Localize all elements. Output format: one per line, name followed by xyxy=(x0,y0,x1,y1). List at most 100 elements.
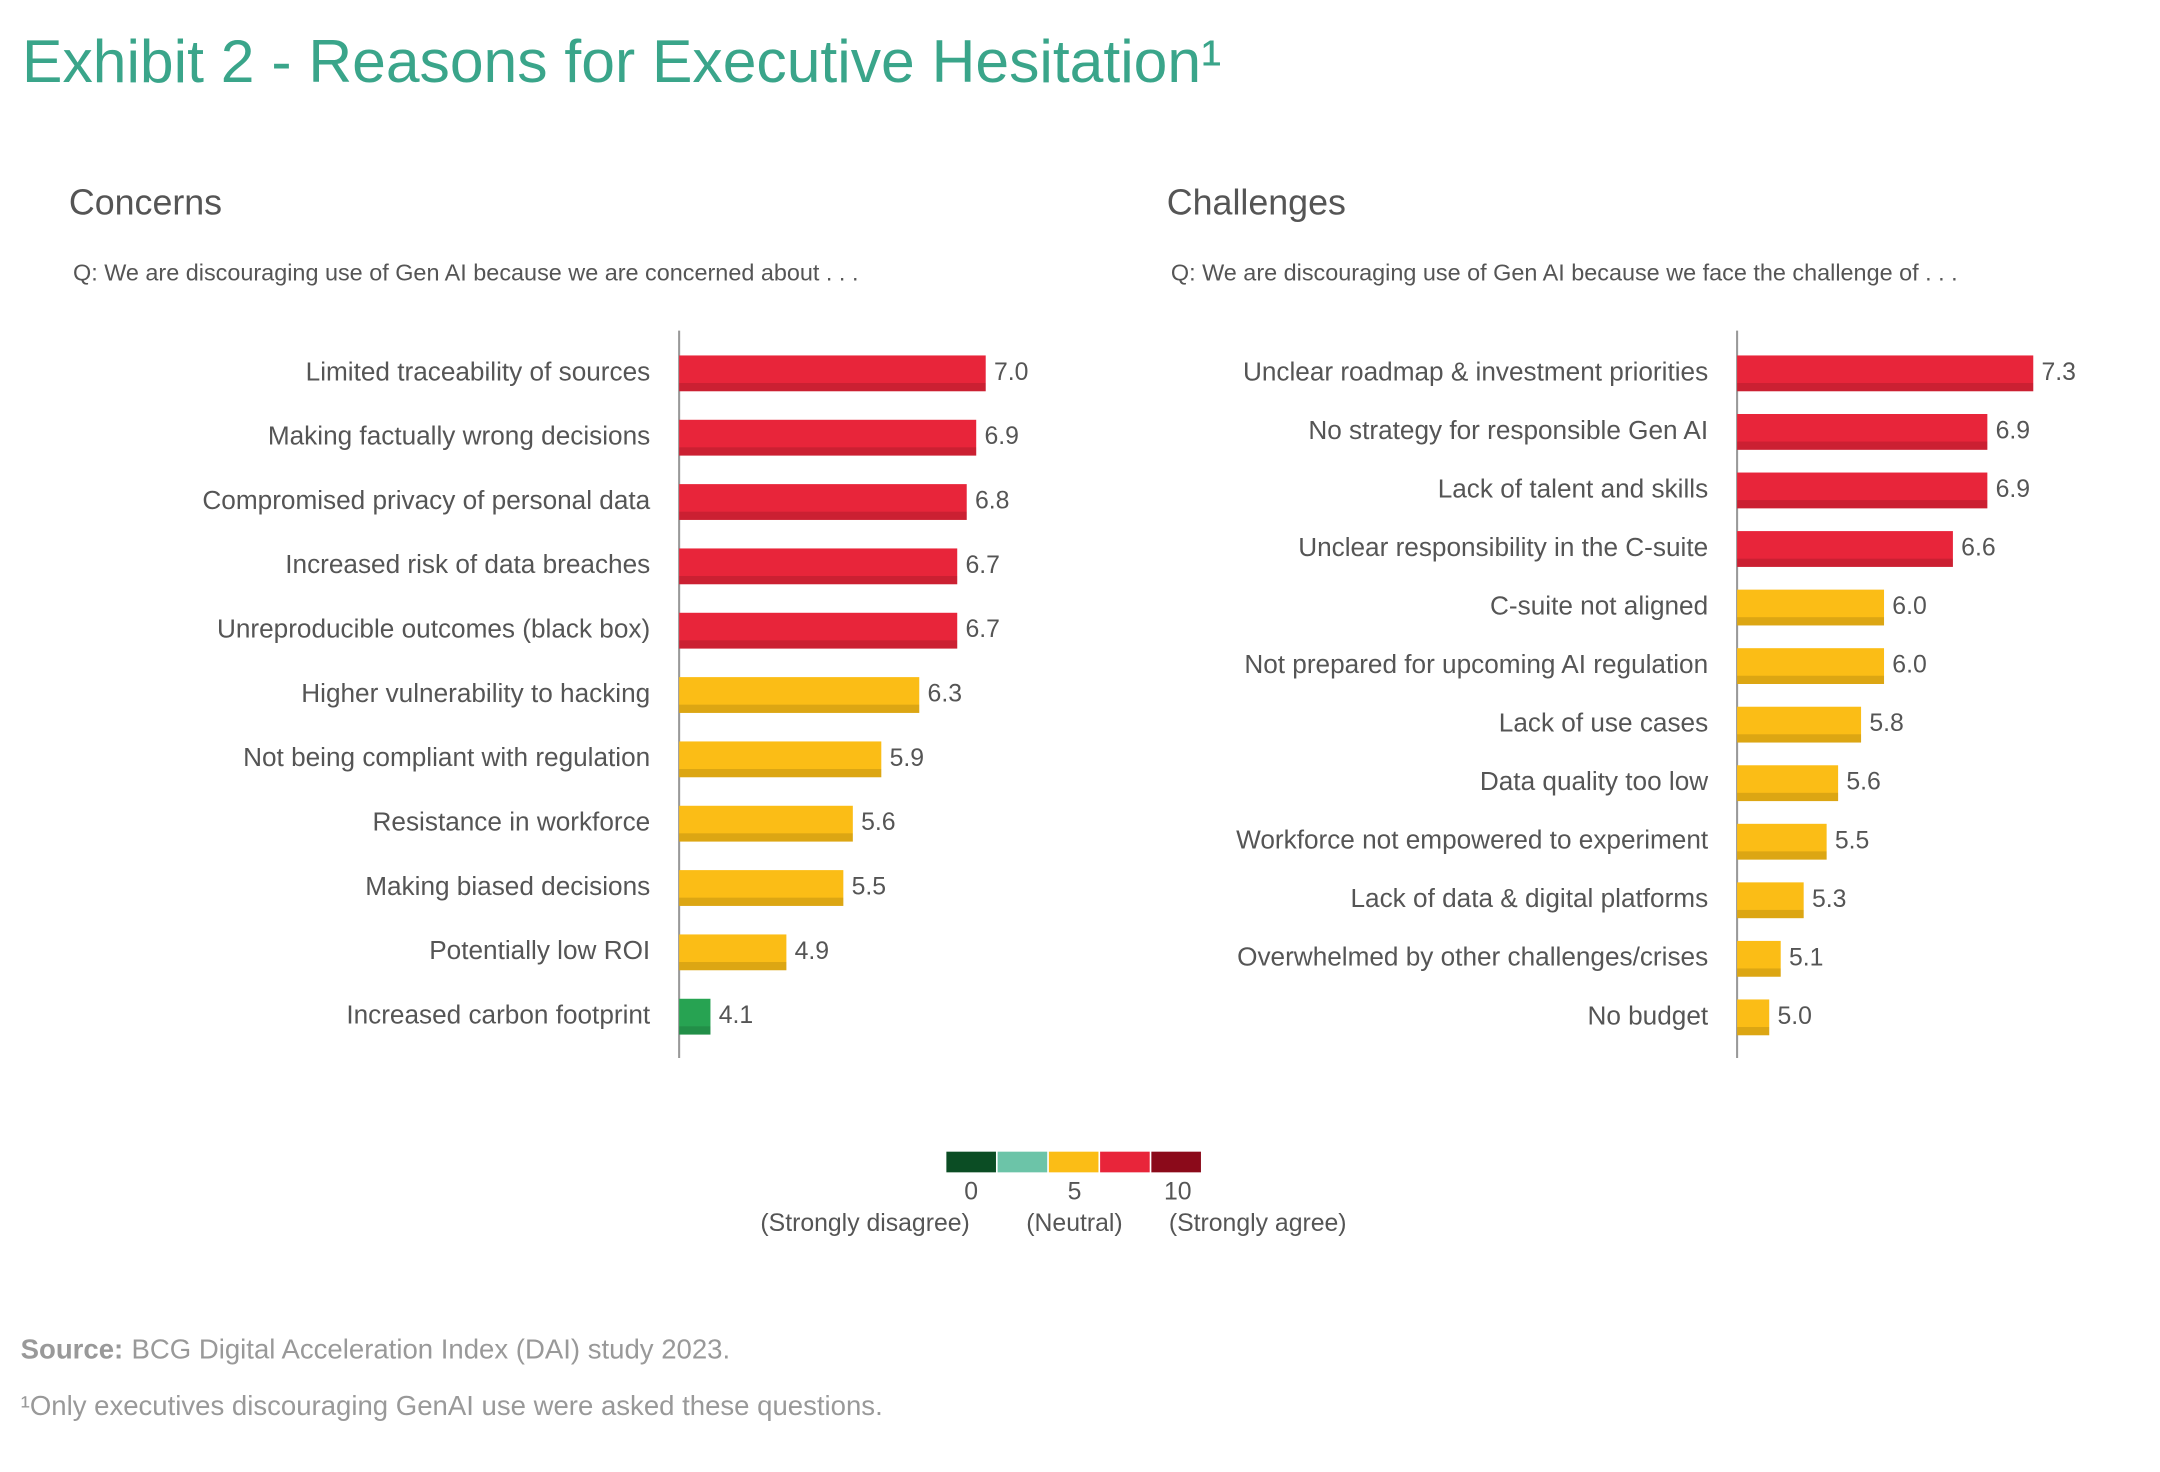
value-label: 6.3 xyxy=(928,681,962,708)
bar-shade xyxy=(679,768,882,778)
bar xyxy=(679,484,967,520)
value-label: 5.3 xyxy=(1812,886,1846,913)
bar-shade xyxy=(1737,792,1839,802)
footnote: ¹Only executives discouraging GenAI use … xyxy=(21,1390,883,1421)
bar-shade xyxy=(679,640,958,649)
bar-shade xyxy=(1737,558,1953,567)
bar-shade xyxy=(679,511,967,520)
bar xyxy=(1737,999,1770,1036)
bar xyxy=(679,548,958,585)
category-label: Lack of use cases xyxy=(1499,708,1708,738)
value-label: 5.6 xyxy=(1846,769,1880,796)
legend: 0 (Strongly disagree) 5 (Neutral) 10 (Strongl… xyxy=(760,1151,1347,1237)
category-label: Increased carbon footprint xyxy=(346,1000,651,1030)
value-label: 4.9 xyxy=(795,938,829,965)
category-label: Resistance in workforce xyxy=(373,807,651,837)
value-label: 6.8 xyxy=(975,488,1009,515)
legend-tick-label: 5 xyxy=(1068,1179,1082,1206)
bar-shade xyxy=(1737,500,1988,509)
page-title: Exhibit 2 - Reasons for Executive Hesita… xyxy=(22,27,1221,95)
value-label: 6.9 xyxy=(984,423,1018,450)
category-label: Making biased decisions xyxy=(365,871,650,901)
legend-tick-label: 10 xyxy=(1164,1179,1192,1206)
bar-shade xyxy=(679,961,787,971)
legend-caption: (Neutral) xyxy=(1026,1210,1122,1237)
bar-shade xyxy=(679,575,958,585)
legend-swatch xyxy=(997,1151,1048,1173)
bar xyxy=(1737,472,1988,509)
bar xyxy=(679,612,958,649)
value-label: 5.8 xyxy=(1869,710,1903,737)
bar-shade xyxy=(679,383,986,392)
category-label: Compromised privacy of personal data xyxy=(202,485,650,515)
bar-shade xyxy=(679,447,977,456)
bar xyxy=(1737,355,2034,392)
legend-swatch xyxy=(946,1151,996,1173)
bar xyxy=(1737,882,1804,919)
bar xyxy=(1737,706,1862,743)
category-label: Not being compliant with regulation xyxy=(243,742,650,772)
category-label: Higher vulnerability to hacking xyxy=(301,678,650,708)
category-label: Unclear roadmap & investment priorities xyxy=(1243,356,1708,386)
value-label: 5.5 xyxy=(852,874,886,901)
bar xyxy=(1737,765,1839,802)
value-label: 6.0 xyxy=(1892,593,1926,620)
bar-shade xyxy=(1737,1027,1770,1036)
bar xyxy=(679,419,977,456)
category-label: C-suite not aligned xyxy=(1490,590,1708,620)
bar-shade xyxy=(1737,617,1885,626)
legend-swatch xyxy=(1048,1151,1099,1173)
bar-shade xyxy=(1737,675,1885,684)
category-label: Increased risk of data breaches xyxy=(285,549,650,579)
bar xyxy=(1737,823,1827,860)
value-label: 7.0 xyxy=(994,359,1028,386)
bar-shade xyxy=(679,833,853,842)
category-label: Unreproducible outcomes (black box) xyxy=(217,614,650,644)
value-label: 6.7 xyxy=(965,552,999,579)
bar xyxy=(679,870,844,906)
value-label: 5.0 xyxy=(1778,1003,1812,1030)
legend-tick-label: 0 xyxy=(964,1179,978,1206)
bar xyxy=(1737,531,1953,567)
bar-shade xyxy=(1737,909,1804,919)
chart-subtitle: Q: We are discouraging use of Gen AI bec… xyxy=(73,259,858,285)
category-label: Potentially low ROI xyxy=(429,935,650,965)
value-label: 5.5 xyxy=(1835,827,1869,854)
category-label: Limited traceability of sources xyxy=(306,356,651,386)
value-label: 5.1 xyxy=(1789,944,1823,971)
bar xyxy=(679,998,711,1035)
bar-shade xyxy=(679,897,844,906)
bar xyxy=(1737,940,1781,977)
bar-shade xyxy=(679,704,920,713)
value-label: 6.7 xyxy=(965,616,999,643)
category-label: Not prepared for upcoming AI regulation xyxy=(1244,649,1708,679)
bar xyxy=(1737,648,1885,684)
bar xyxy=(679,677,920,713)
value-label: 5.9 xyxy=(890,745,924,772)
chart-title: Challenges xyxy=(1167,183,1346,223)
bar xyxy=(679,934,787,971)
bar xyxy=(1737,413,1988,450)
bar xyxy=(679,805,853,842)
value-label: 6.9 xyxy=(1996,476,2030,503)
source: Source: BCG Digital Acceleration Index (D… xyxy=(21,1334,730,1365)
chart-subtitle: Q: We are discouraging use of Gen AI bec… xyxy=(1171,259,1958,285)
bar-shade xyxy=(1737,968,1781,977)
bar-shade xyxy=(1737,851,1827,860)
legend-caption: (Strongly disagree) xyxy=(760,1210,969,1237)
category-label: No strategy for responsible Gen AI xyxy=(1308,415,1708,445)
source-text: BCG Digital Acceleration Index (DAI) stu… xyxy=(131,1334,730,1365)
bar-shade xyxy=(1737,734,1862,743)
category-label: Lack of data & digital platforms xyxy=(1351,883,1709,913)
chart-title: Concerns xyxy=(69,183,222,223)
category-label: Workforce not empowered to experiment xyxy=(1236,825,1709,855)
bar xyxy=(1737,589,1885,626)
category-label: Overwhelmed by other challenges/crises xyxy=(1237,942,1708,972)
category-label: Making factually wrong decisions xyxy=(268,421,650,451)
value-label: 7.3 xyxy=(2042,359,2076,386)
value-label: 6.9 xyxy=(1996,417,2030,444)
bar-shade xyxy=(679,1026,711,1035)
value-label: 6.6 xyxy=(1961,535,1995,562)
category-label: Lack of talent and skills xyxy=(1438,473,1708,503)
legend-swatch xyxy=(1151,1151,1201,1173)
